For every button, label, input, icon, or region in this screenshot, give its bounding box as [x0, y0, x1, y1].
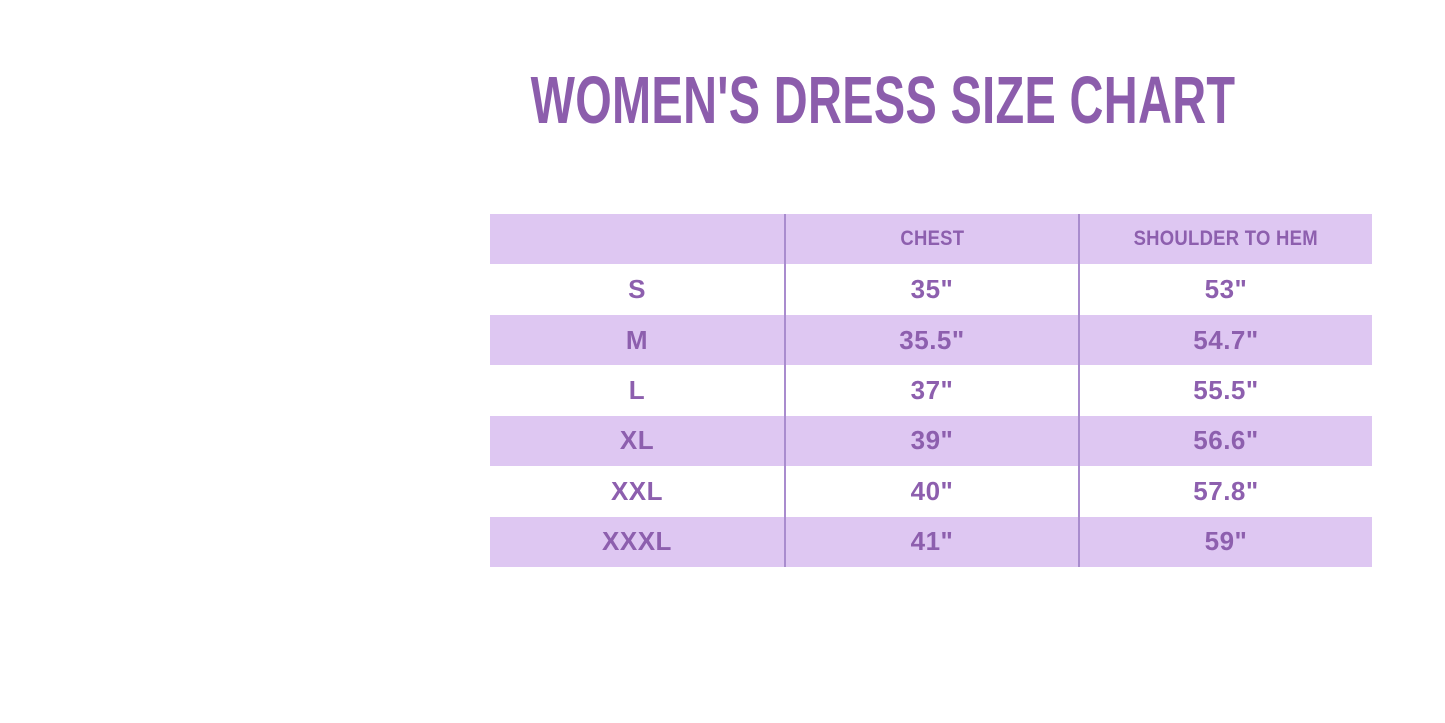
header-cell-chest-label: CHEST	[900, 227, 964, 251]
chest-cell: 35.5"	[784, 314, 1078, 366]
chest-cell: 35"	[784, 264, 1078, 315]
size-cell: M	[625, 324, 649, 355]
header-cell-shoulder-to-hem: SHOULDER TO HEM	[1078, 214, 1372, 265]
table-row-l: L 37" 55.5"	[490, 365, 1372, 416]
hem-cell: 59"	[1078, 516, 1372, 567]
size-chart-table: CHEST SHOULDER TO HEM S 35" 53" M 35.5" …	[490, 214, 1372, 567]
table-row-xxxl: XXXL 41" 59"	[490, 516, 1372, 567]
table-row-m: M 35.5" 54.7"	[490, 314, 1372, 366]
size-cell: XL	[619, 425, 655, 456]
header-cell-size	[490, 214, 784, 264]
size-cell: XXXL	[602, 526, 672, 557]
size-cell: L	[628, 374, 646, 405]
size-cell: XXL	[610, 475, 664, 506]
table-row-xxl: XXL 40" 57.8"	[490, 466, 1372, 517]
chest-cell: 40"	[784, 466, 1078, 517]
table-header-row: CHEST SHOULDER TO HEM	[490, 214, 1372, 265]
chest-cell: 41"	[784, 516, 1078, 567]
page-title: WOMEN'S DRESS SIZE CHART	[530, 63, 1236, 138]
header-cell-chest: CHEST	[784, 214, 1078, 265]
size-cell: S	[628, 274, 646, 305]
hem-cell: 53"	[1078, 264, 1372, 315]
hem-cell: 56.6"	[1078, 415, 1372, 467]
hem-cell: 55.5"	[1078, 365, 1372, 416]
hem-cell: 57.8"	[1078, 466, 1372, 517]
table-row-s: S 35" 53"	[490, 264, 1372, 315]
chest-cell: 39"	[784, 415, 1078, 467]
chest-cell: 37"	[784, 365, 1078, 416]
header-cell-shoulder-to-hem-label: SHOULDER TO HEM	[1133, 227, 1319, 251]
table-row-xl: XL 39" 56.6"	[490, 415, 1372, 467]
hem-cell: 54.7"	[1078, 314, 1372, 366]
